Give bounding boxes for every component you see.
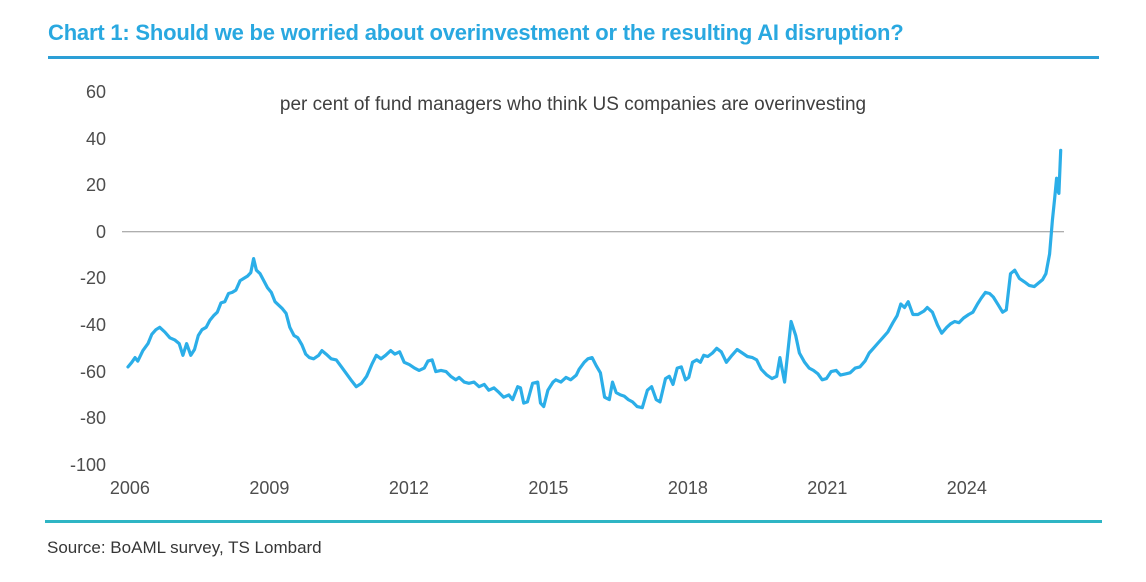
y-axis-tick-label: -80 xyxy=(79,408,106,429)
x-axis-tick-label: 2015 xyxy=(528,478,569,498)
y-axis-tick-label: -60 xyxy=(79,361,106,382)
y-axis-tick-label: 20 xyxy=(85,175,106,196)
x-axis-tick-label: 2012 xyxy=(388,478,429,498)
y-axis-tick-label: 0 xyxy=(95,221,106,242)
y-axis-tick-label: -100 xyxy=(69,454,106,475)
data-line xyxy=(126,148,1063,410)
y-axis-tick-label: 40 xyxy=(85,128,106,149)
x-axis-tick-label: 2021 xyxy=(807,478,848,498)
y-axis-tick-label: -20 xyxy=(79,268,106,289)
page-title: Chart 1: Should we be worried about over… xyxy=(48,20,904,45)
y-axis-tick-label: 60 xyxy=(85,82,106,102)
x-axis-tick-label: 2024 xyxy=(946,478,987,498)
x-axis-tick-label: 2006 xyxy=(109,478,150,498)
x-axis-tick-label: 2018 xyxy=(667,478,708,498)
bottom-separator xyxy=(45,520,1102,523)
source-note: Source: BoAML survey, TS Lombard xyxy=(47,538,322,557)
title-underline xyxy=(48,56,1099,59)
x-axis-tick-label: 2009 xyxy=(249,478,290,498)
y-axis-tick-label: -40 xyxy=(79,315,106,335)
chart-subtitle: per cent of fund managers who think US c… xyxy=(279,94,867,115)
